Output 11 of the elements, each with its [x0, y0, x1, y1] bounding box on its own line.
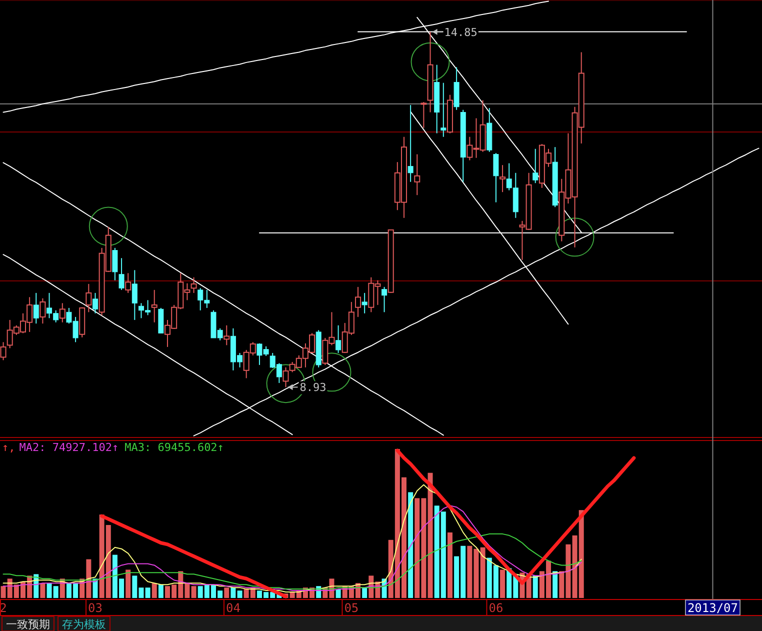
text: 一致预期: [6, 618, 50, 631]
x-tick-label: 2013/07: [687, 601, 738, 615]
text: MA3: 69455.602↑: [124, 441, 224, 454]
annotation: ↑,: [2, 441, 16, 454]
text: 存为模板: [62, 618, 106, 631]
x-tick-label: 06: [488, 601, 504, 615]
text: MA2: 74927.102↑: [19, 441, 119, 454]
x-tick-label: 05: [344, 601, 359, 615]
x-tick-label: 03: [88, 601, 102, 615]
annotation: 8.93: [300, 381, 326, 394]
x-tick-label: 04: [226, 601, 240, 615]
